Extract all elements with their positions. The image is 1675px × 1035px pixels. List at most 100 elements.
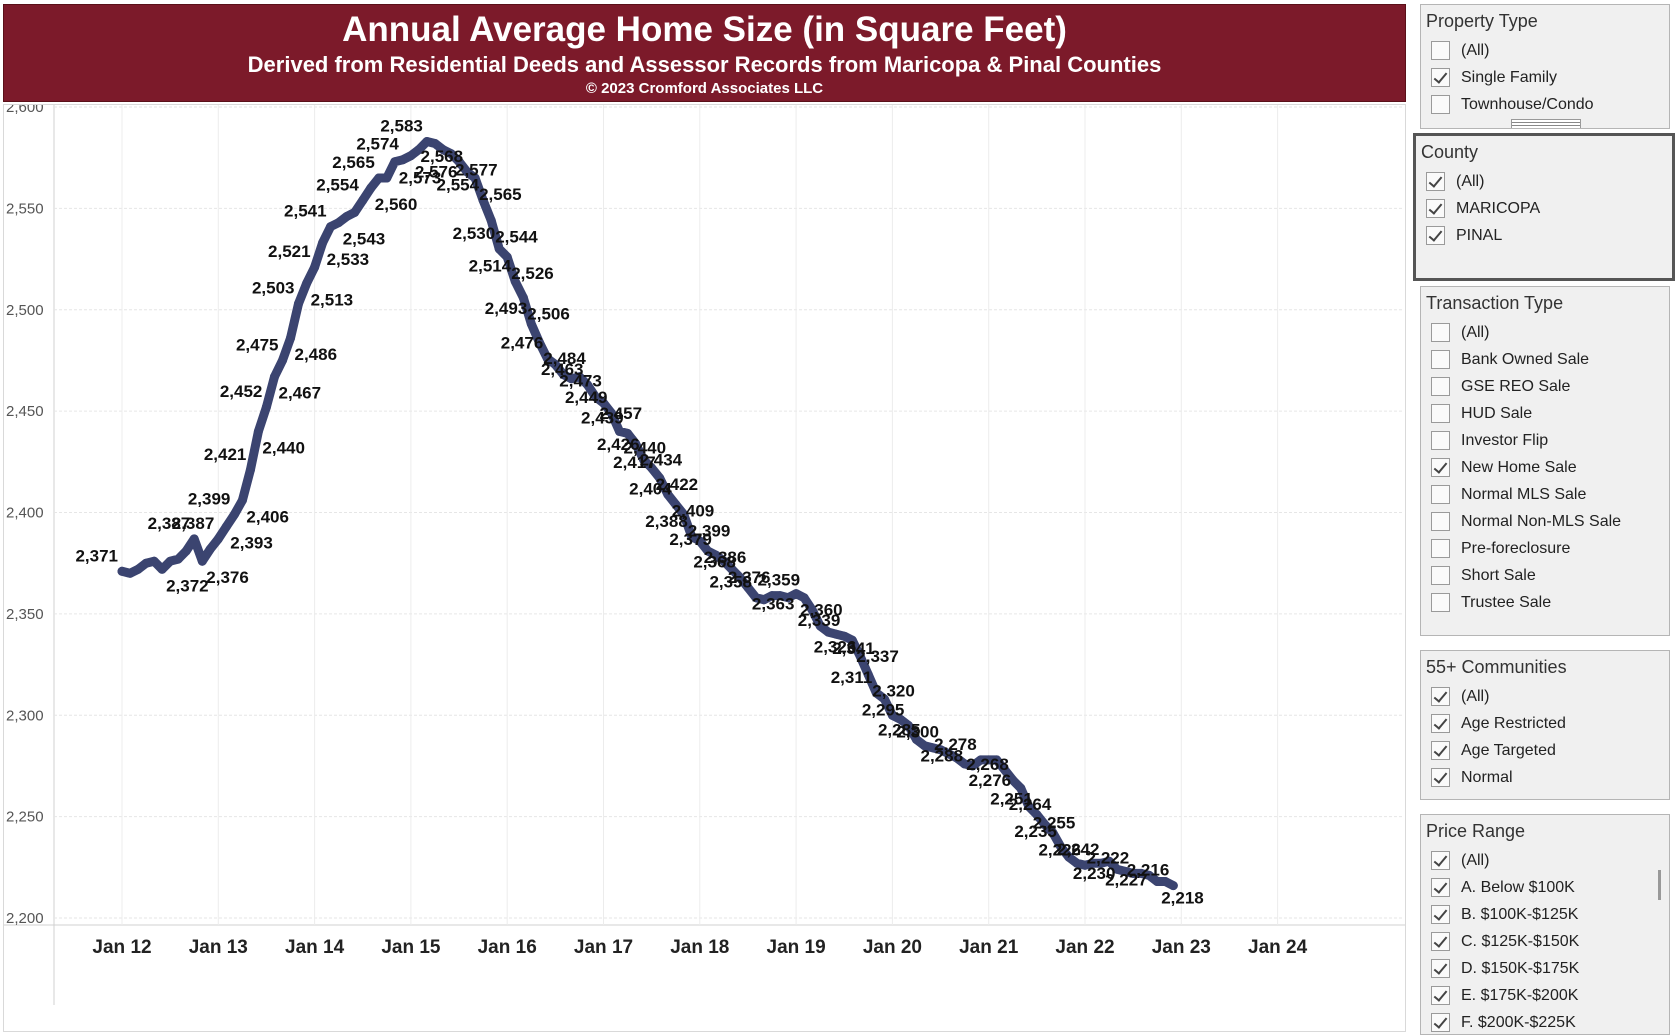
filter-option[interactable]: GSE REO Sale (1421, 373, 1669, 400)
filter-option[interactable]: Age Restricted (1421, 710, 1669, 737)
filter-option[interactable]: Short Sale (1421, 562, 1669, 589)
data-point (607, 408, 616, 418)
checkbox[interactable] (1431, 768, 1450, 787)
data-point (855, 652, 865, 661)
checkbox[interactable] (1431, 714, 1450, 733)
data-label: 2,565 (332, 153, 375, 172)
checkbox[interactable] (1431, 905, 1450, 924)
filter-option[interactable]: E. $175K-$200K (1421, 982, 1669, 1009)
data-label: 2,533 (327, 250, 370, 269)
chart-title: Annual Average Home Size (in Square Feet… (342, 10, 1067, 49)
filter-option[interactable]: HUD Sale (1421, 400, 1669, 427)
filter-option[interactable]: Normal MLS Sale (1421, 481, 1669, 508)
checkbox[interactable] (1431, 404, 1450, 423)
checkbox[interactable] (1431, 323, 1450, 342)
filter-option-label: Age Restricted (1461, 714, 1566, 732)
data-point (310, 262, 320, 272)
filter-option[interactable]: Normal (1421, 764, 1669, 791)
data-point (823, 627, 833, 637)
line-chart: 2,200 2,250 2,300 2,350 2,400 2,450 2,500 2,550… (4, 105, 1405, 1005)
data-point (213, 534, 223, 544)
data-point (406, 151, 416, 161)
filter-option[interactable]: Trustee Sale (1421, 589, 1669, 616)
data-point (478, 195, 488, 205)
data-label: 2,255 (1033, 814, 1076, 833)
x-tick-label: Jan 20 (863, 937, 922, 958)
checkbox[interactable] (1431, 932, 1450, 951)
checkbox[interactable] (1431, 95, 1450, 114)
filter-option-label: Age Targeted (1461, 741, 1556, 759)
filter-option[interactable]: B. $100K-$125K (1421, 901, 1669, 928)
x-tick-label: Jan 12 (92, 937, 151, 958)
checkbox[interactable] (1431, 741, 1450, 760)
checkbox[interactable] (1431, 959, 1450, 978)
checkbox[interactable] (1431, 986, 1450, 1005)
filter-option[interactable]: (All) (1421, 683, 1669, 710)
filter-option[interactable]: Investor Flip (1421, 427, 1669, 454)
filter-option[interactable]: (All) (1416, 168, 1672, 195)
checkbox[interactable] (1431, 1013, 1450, 1032)
checkbox[interactable] (1426, 199, 1445, 218)
filter-option[interactable]: New Home Sale (1421, 454, 1669, 481)
data-point (775, 591, 785, 601)
filter-option[interactable]: Single Family (1421, 64, 1669, 91)
checkbox[interactable] (1431, 539, 1450, 558)
data-point (992, 755, 1002, 765)
checkbox[interactable] (1431, 350, 1450, 369)
filter-option[interactable]: MARICOPA (1416, 195, 1672, 222)
data-label: 2,426 (597, 435, 640, 454)
checkbox[interactable] (1431, 851, 1450, 870)
checkbox[interactable] (1431, 687, 1450, 706)
checkbox[interactable] (1431, 512, 1450, 531)
filter-option[interactable]: D. $150K-$175K (1421, 955, 1669, 982)
data-point (887, 710, 897, 720)
data-point (165, 556, 175, 566)
data-label: 2,276 (969, 771, 1012, 790)
filter-option-label: GSE REO Sale (1461, 377, 1571, 395)
filter-option[interactable]: PINAL (1416, 222, 1672, 249)
filter-option[interactable]: (All) (1421, 319, 1669, 346)
data-point (928, 743, 937, 753)
filter-option[interactable]: Bank Owned Sale (1421, 346, 1669, 373)
data-point (149, 556, 159, 566)
data-point (510, 276, 520, 286)
filter-option[interactable]: Age Targeted (1421, 737, 1669, 764)
checkbox[interactable] (1431, 68, 1450, 87)
filter-title: 55+ Communities (1426, 657, 1567, 677)
data-label: 2,473 (559, 372, 602, 391)
data-point (390, 157, 400, 167)
filter-option[interactable]: (All) (1421, 847, 1669, 874)
checkbox[interactable] (1426, 172, 1445, 191)
checkbox[interactable] (1431, 431, 1450, 450)
filter-option[interactable]: A. Below $100K (1421, 874, 1669, 901)
data-label: 2,449 (565, 388, 608, 407)
checkbox[interactable] (1431, 458, 1450, 477)
filter-option[interactable]: Townhouse/Condo (1421, 91, 1669, 118)
checkbox[interactable] (1431, 485, 1450, 504)
scrollbar-thumb[interactable] (1658, 870, 1661, 900)
data-label: 2,404 (629, 479, 672, 498)
filter-option[interactable]: F. $200K-$225K (1421, 1009, 1669, 1034)
filter-option[interactable]: Normal Non-MLS Sale (1421, 508, 1669, 535)
resize-handle[interactable] (1511, 119, 1581, 128)
checkbox[interactable] (1431, 41, 1450, 60)
checkbox[interactable] (1431, 878, 1450, 897)
filter-option[interactable]: (All) (1421, 37, 1669, 64)
checkbox[interactable] (1431, 566, 1450, 585)
data-point (566, 374, 576, 384)
data-label: 2,576 (415, 163, 458, 182)
data-label: 2,530 (453, 224, 496, 243)
data-point (270, 372, 279, 382)
data-label: 2,339 (798, 611, 841, 630)
checkbox[interactable] (1431, 377, 1450, 396)
data-label: 2,363 (752, 595, 795, 614)
data-point (286, 333, 295, 343)
filter-option[interactable]: Pre-foreclosure (1421, 535, 1669, 562)
checkbox[interactable] (1426, 226, 1445, 245)
data-label: 2,573 (399, 169, 442, 188)
data-point (631, 439, 641, 449)
data-label: 2,285 (878, 721, 921, 740)
data-label: 2,493 (485, 299, 528, 318)
checkbox[interactable] (1431, 593, 1450, 612)
filter-option[interactable]: C. $125K-$150K (1421, 928, 1669, 955)
